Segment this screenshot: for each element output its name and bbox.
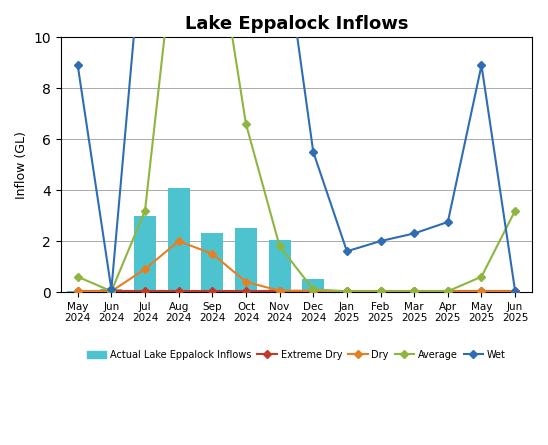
Bar	[134, 216, 156, 292]
Bar	[100, 289, 122, 292]
Bar	[168, 188, 190, 292]
Title: Lake Eppalock Inflows: Lake Eppalock Inflows	[185, 15, 408, 33]
Y-axis label: Inflow (GL): Inflow (GL)	[15, 131, 28, 198]
Bar	[302, 279, 324, 292]
Legend: Actual Lake Eppalock Inflows, Extreme Dry, Dry, Average, Wet: Actual Lake Eppalock Inflows, Extreme Dr…	[83, 346, 510, 364]
Bar	[201, 234, 223, 292]
Bar	[67, 291, 89, 292]
Bar	[235, 228, 257, 292]
Bar	[269, 240, 290, 292]
